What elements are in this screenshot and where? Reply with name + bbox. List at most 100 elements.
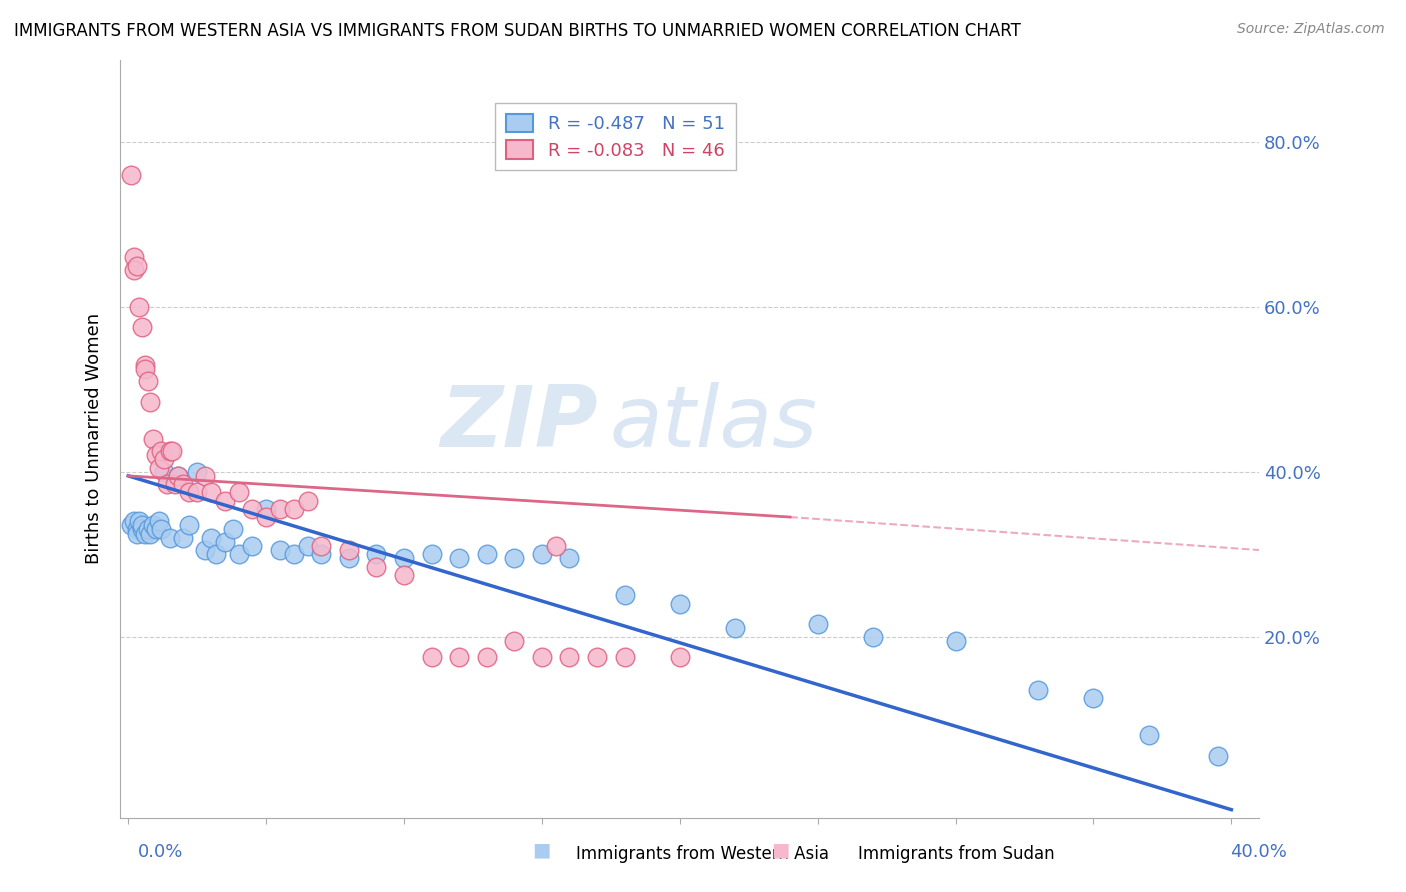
- Point: [177, 518, 200, 533]
- Point: [120, 518, 142, 533]
- Text: IMMIGRANTS FROM WESTERN ASIA VS IMMIGRANTS FROM SUDAN BIRTHS TO UNMARRIED WOMEN : IMMIGRANTS FROM WESTERN ASIA VS IMMIGRAN…: [14, 22, 1021, 40]
- Point: [283, 547, 305, 561]
- Point: [148, 460, 170, 475]
- Point: [200, 531, 222, 545]
- Point: [449, 551, 471, 566]
- Point: [311, 547, 333, 561]
- Point: [150, 444, 173, 458]
- Point: [167, 468, 190, 483]
- Point: [240, 501, 263, 516]
- Point: [240, 539, 263, 553]
- Point: [136, 523, 159, 537]
- Text: ZIP: ZIP: [440, 382, 599, 465]
- Point: [503, 633, 526, 648]
- Point: [669, 650, 692, 665]
- Point: [134, 358, 156, 372]
- Point: [420, 547, 443, 561]
- Point: [200, 485, 222, 500]
- Point: [125, 526, 148, 541]
- Point: [475, 650, 498, 665]
- Point: [530, 650, 553, 665]
- Point: [214, 534, 236, 549]
- Point: [194, 543, 217, 558]
- Text: ■: ■: [531, 841, 551, 860]
- Point: [283, 501, 305, 516]
- Point: [503, 551, 526, 566]
- Point: [131, 523, 153, 537]
- Point: [153, 465, 176, 479]
- Point: [228, 547, 250, 561]
- Point: [186, 485, 208, 500]
- Point: [366, 559, 388, 574]
- Point: [254, 501, 277, 516]
- Point: [724, 621, 747, 635]
- Point: [586, 650, 609, 665]
- Text: ■: ■: [770, 841, 790, 860]
- Point: [366, 547, 388, 561]
- Point: [153, 452, 176, 467]
- Point: [544, 539, 567, 553]
- Point: [150, 523, 173, 537]
- Text: Immigrants from Sudan: Immigrants from Sudan: [858, 846, 1054, 863]
- Point: [186, 465, 208, 479]
- Point: [862, 630, 884, 644]
- Text: Immigrants from Western Asia: Immigrants from Western Asia: [576, 846, 830, 863]
- Point: [475, 547, 498, 561]
- Legend: R = -0.487   N = 51, R = -0.083   N = 46: R = -0.487 N = 51, R = -0.083 N = 46: [495, 103, 735, 170]
- Point: [134, 361, 156, 376]
- Point: [311, 539, 333, 553]
- Point: [134, 526, 156, 541]
- Point: [156, 477, 179, 491]
- Point: [172, 477, 194, 491]
- Point: [558, 650, 581, 665]
- Point: [558, 551, 581, 566]
- Point: [131, 518, 153, 533]
- Point: [167, 468, 190, 483]
- Point: [392, 551, 415, 566]
- Point: [1137, 729, 1160, 743]
- Point: [222, 523, 245, 537]
- Point: [159, 531, 181, 545]
- Text: Source: ZipAtlas.com: Source: ZipAtlas.com: [1237, 22, 1385, 37]
- Point: [148, 514, 170, 528]
- Point: [165, 477, 187, 491]
- Text: 40.0%: 40.0%: [1230, 843, 1286, 861]
- Point: [613, 650, 636, 665]
- Point: [337, 551, 360, 566]
- Point: [145, 448, 167, 462]
- Point: [1028, 683, 1050, 698]
- Point: [139, 526, 162, 541]
- Point: [669, 597, 692, 611]
- Point: [120, 168, 142, 182]
- Point: [269, 543, 291, 558]
- Point: [228, 485, 250, 500]
- Text: 0.0%: 0.0%: [138, 843, 183, 861]
- Point: [214, 493, 236, 508]
- Point: [125, 523, 148, 537]
- Point: [297, 493, 319, 508]
- Point: [420, 650, 443, 665]
- Point: [128, 300, 150, 314]
- Point: [613, 588, 636, 602]
- Point: [145, 523, 167, 537]
- Point: [254, 510, 277, 524]
- Point: [530, 547, 553, 561]
- Point: [159, 444, 181, 458]
- Point: [128, 514, 150, 528]
- Point: [136, 374, 159, 388]
- Point: [807, 617, 830, 632]
- Point: [449, 650, 471, 665]
- Point: [205, 547, 228, 561]
- Point: [125, 259, 148, 273]
- Point: [392, 567, 415, 582]
- Point: [297, 539, 319, 553]
- Point: [142, 518, 165, 533]
- Point: [337, 543, 360, 558]
- Point: [122, 262, 145, 277]
- Point: [194, 468, 217, 483]
- Point: [945, 633, 967, 648]
- Point: [172, 531, 194, 545]
- Point: [131, 320, 153, 334]
- Point: [122, 514, 145, 528]
- Text: atlas: atlas: [610, 382, 818, 465]
